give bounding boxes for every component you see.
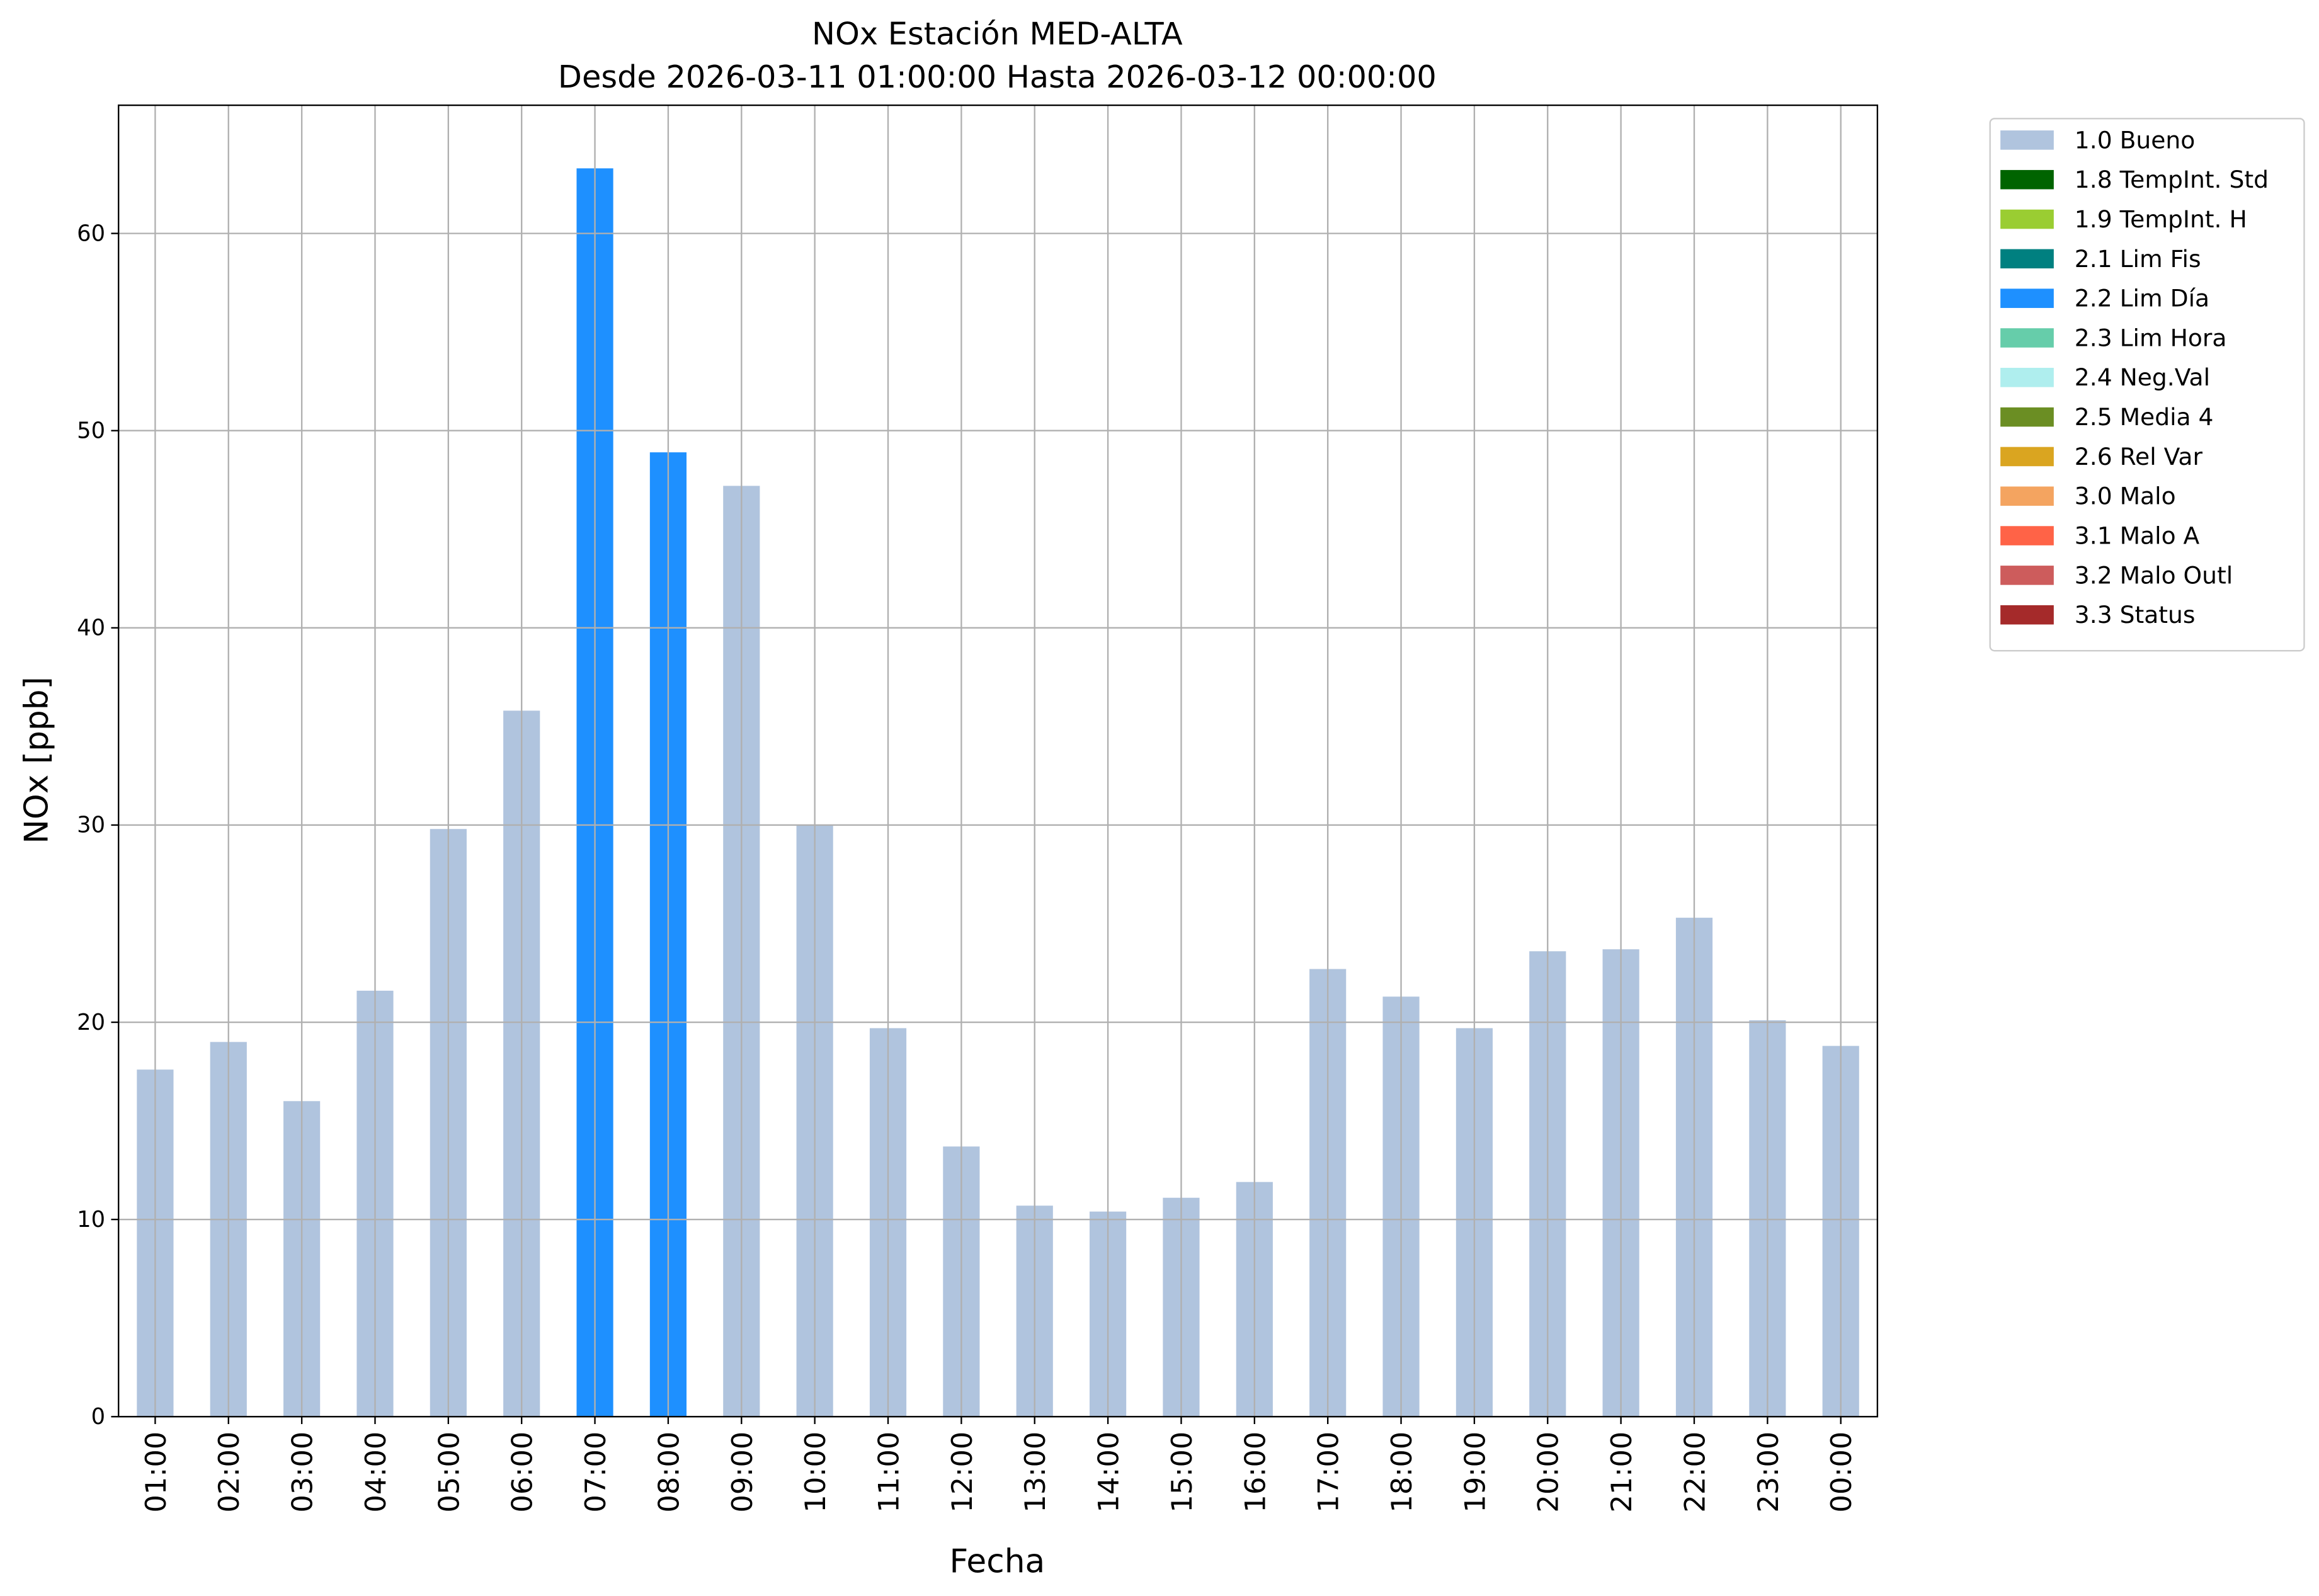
- legend-label: 2.2 Lim Día: [2075, 285, 2209, 312]
- legend-swatch: [2000, 328, 2054, 348]
- y-axis-label: NOx [ppb]: [18, 676, 55, 843]
- legend-swatch: [2000, 605, 2054, 625]
- legend-swatch: [2000, 209, 2054, 229]
- legend-swatch: [2000, 249, 2054, 269]
- x-tick-label: 11:00: [872, 1432, 905, 1513]
- legend-box: [1989, 118, 2305, 652]
- x-tick-label: 12:00: [946, 1432, 979, 1513]
- legend-swatch: [2000, 169, 2054, 190]
- legend-label: 3.3 Status: [2075, 601, 2196, 629]
- x-tick-label: 09:00: [726, 1432, 759, 1513]
- legend-swatch: [2000, 566, 2054, 585]
- y-tick-label: 50: [77, 418, 105, 443]
- x-tick-label: 14:00: [1093, 1432, 1125, 1513]
- x-tick-label: 15:00: [1166, 1432, 1199, 1513]
- legend-swatch: [2000, 526, 2054, 545]
- x-tick-label: 17:00: [1313, 1432, 1345, 1513]
- x-tick-label: 07:00: [579, 1432, 612, 1513]
- x-axis-label: Fecha: [950, 1542, 1046, 1580]
- chart-title: NOx Estación MED-ALTA: [812, 16, 1183, 52]
- x-tick-label: 23:00: [1752, 1432, 1785, 1513]
- x-tick-label: 18:00: [1386, 1432, 1418, 1513]
- legend-swatch: [2000, 130, 2054, 150]
- legend-label: 2.5 Media 4: [2075, 403, 2214, 431]
- y-tick-label: 20: [77, 1010, 105, 1035]
- x-tick-label: 00:00: [1825, 1432, 1858, 1513]
- y-tick-label: 10: [77, 1207, 105, 1233]
- legend-label: 2.4 Neg.Val: [2075, 363, 2210, 391]
- x-tick-label: 08:00: [652, 1432, 685, 1513]
- y-tick-label: 40: [77, 615, 105, 641]
- legend-label: 2.1 Lim Fis: [2075, 245, 2201, 273]
- legend-label: 3.0 Malo: [2075, 482, 2176, 510]
- x-tick-label: 22:00: [1678, 1432, 1711, 1513]
- legend-label: 1.0 Bueno: [2075, 126, 2195, 154]
- legend-label: 2.6 Rel Var: [2075, 443, 2203, 470]
- legend-swatch: [2000, 486, 2054, 506]
- chart-subtitle: Desde 2026-03-11 01:00:00 Hasta 2026-03-…: [558, 59, 1437, 95]
- legend-swatch: [2000, 447, 2054, 467]
- x-tick-label: 04:00: [360, 1432, 392, 1513]
- x-tick-label: 13:00: [1019, 1432, 1052, 1513]
- legend-label: 2.3 Lim Hora: [2075, 324, 2227, 351]
- x-tick-label: 21:00: [1605, 1432, 1638, 1513]
- x-tick-label: 05:00: [433, 1432, 465, 1513]
- legend-label: 3.2 Malo Outl: [2075, 561, 2233, 589]
- x-tick-label: 03:00: [287, 1432, 319, 1513]
- x-tick-label: 06:00: [506, 1432, 539, 1513]
- plot-frame: [118, 104, 1879, 1418]
- x-tick-label: 02:00: [213, 1432, 246, 1513]
- y-tick-label: 60: [77, 220, 105, 246]
- legend-label: 1.8 TempInt. Std: [2075, 166, 2269, 193]
- x-tick-label: 16:00: [1239, 1432, 1272, 1513]
- x-tick-label: 10:00: [799, 1432, 832, 1513]
- legend-label: 1.9 TempInt. H: [2075, 205, 2247, 233]
- x-tick-label: 19:00: [1459, 1432, 1491, 1513]
- x-tick-label: 01:00: [140, 1432, 173, 1513]
- legend-label: 3.1 Malo A: [2075, 522, 2200, 550]
- legend-swatch: [2000, 407, 2054, 427]
- y-tick-label: 30: [77, 812, 105, 838]
- legend-swatch: [2000, 288, 2054, 308]
- y-tick-label: 0: [91, 1404, 105, 1430]
- legend-swatch: [2000, 368, 2054, 387]
- x-tick-label: 20:00: [1532, 1432, 1565, 1513]
